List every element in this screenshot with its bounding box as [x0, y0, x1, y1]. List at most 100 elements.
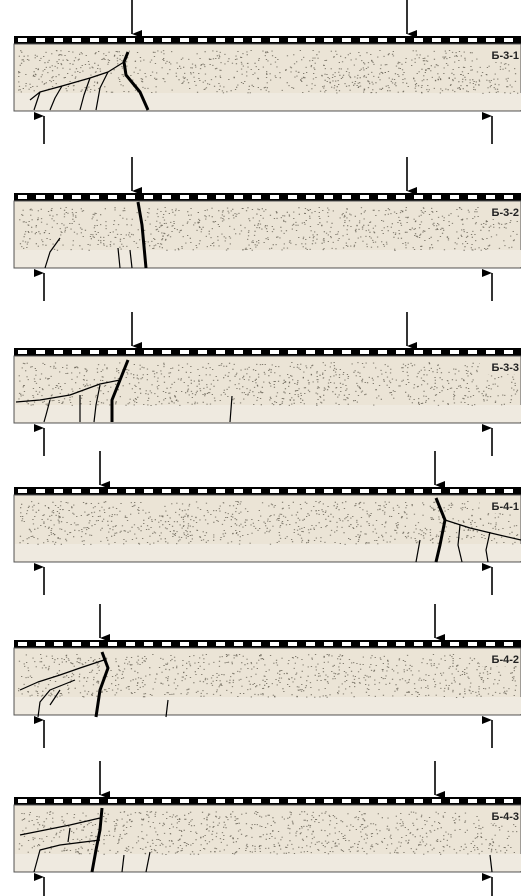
- ruler-segment: [126, 195, 135, 199]
- ruler-segment: [180, 38, 189, 42]
- ruler-segment: [414, 642, 423, 646]
- ruler-segment: [468, 38, 477, 42]
- ruler-segment: [468, 350, 477, 354]
- crack: [95, 71, 109, 111]
- ruler-segment: [108, 489, 117, 493]
- ruler-segment: [126, 38, 135, 42]
- ruler-segment: [180, 195, 189, 199]
- ruler-segment: [162, 38, 171, 42]
- ruler-segment: [306, 642, 315, 646]
- ruler-segment: [396, 489, 405, 493]
- ruler-segment: [54, 38, 63, 42]
- ruler-segment: [378, 38, 387, 42]
- ruler-segment: [234, 38, 243, 42]
- ruler-segment: [216, 799, 225, 803]
- label-bg: [480, 652, 520, 666]
- ruler-segment: [306, 195, 315, 199]
- ruler-segment: [432, 642, 441, 646]
- ruler-segment: [324, 489, 333, 493]
- ruler-segment: [396, 799, 405, 803]
- ruler-segment: [360, 350, 369, 354]
- ruler-segment: [450, 642, 459, 646]
- ruler: [14, 193, 521, 201]
- crack: [117, 247, 121, 269]
- ruler-segment: [198, 642, 207, 646]
- ruler-segment: [396, 642, 405, 646]
- ruler-segment: [54, 799, 63, 803]
- ruler-segment: [180, 350, 189, 354]
- beam-lower-zone: [15, 697, 521, 714]
- ruler-segment: [72, 489, 81, 493]
- ruler-segment: [252, 642, 261, 646]
- crack: [67, 827, 71, 843]
- ruler-segment: [342, 642, 351, 646]
- crack: [415, 539, 421, 563]
- ruler-segment: [18, 642, 27, 646]
- ruler-segment: [72, 38, 81, 42]
- ruler-segment: [468, 799, 477, 803]
- ruler-segment: [108, 38, 117, 42]
- ruler-segment: [342, 799, 351, 803]
- ruler-segment: [288, 799, 297, 803]
- ruler-segment: [144, 799, 153, 803]
- ruler-segment: [450, 195, 459, 199]
- ruler-segment: [432, 38, 441, 42]
- ruler-segment: [18, 799, 27, 803]
- ruler-segment: [468, 642, 477, 646]
- ruler-segment: [396, 195, 405, 199]
- ruler-segment: [234, 642, 243, 646]
- ruler-segment: [18, 350, 27, 354]
- ruler-segment: [378, 642, 387, 646]
- ruler-segment: [342, 195, 351, 199]
- ruler: [14, 36, 521, 44]
- crack: [37, 679, 76, 718]
- beam-lower-zone: [15, 854, 521, 871]
- ruler-segment: [36, 38, 45, 42]
- ruler-segment: [36, 350, 45, 354]
- crack: [485, 531, 491, 563]
- ruler-segment: [234, 195, 243, 199]
- ruler-segment: [36, 195, 45, 199]
- ruler-segment: [504, 350, 513, 354]
- ruler-segment: [432, 195, 441, 199]
- crack: [19, 659, 105, 691]
- ruler-segment: [72, 642, 81, 646]
- label-bg: [480, 205, 520, 219]
- crack: [44, 237, 61, 269]
- crack: [129, 249, 133, 269]
- ruler-segment: [252, 195, 261, 199]
- ruler-segment: [216, 38, 225, 42]
- ruler-segment: [324, 195, 333, 199]
- ruler-segment: [378, 489, 387, 493]
- ruler-segment: [36, 799, 45, 803]
- ruler-segment: [324, 38, 333, 42]
- ruler-segment: [144, 489, 153, 493]
- ruler-segment: [288, 38, 297, 42]
- ruler-segment: [198, 350, 207, 354]
- ruler-segment: [36, 489, 45, 493]
- ruler-segment: [234, 489, 243, 493]
- ruler-segment: [306, 489, 315, 493]
- ruler-segment: [270, 38, 279, 42]
- crack: [33, 91, 41, 111]
- ruler-segment: [432, 489, 441, 493]
- ruler-segment: [360, 489, 369, 493]
- ruler-segment: [432, 350, 441, 354]
- ruler-segment: [126, 642, 135, 646]
- ruler-segment: [198, 38, 207, 42]
- crack: [457, 524, 463, 563]
- ruler-segment: [252, 799, 261, 803]
- ruler-segment: [450, 350, 459, 354]
- ruler-segment: [468, 489, 477, 493]
- crack: [121, 854, 125, 873]
- ruler-segment: [306, 350, 315, 354]
- ruler-segment: [414, 195, 423, 199]
- ruler-segment: [216, 489, 225, 493]
- crack: [444, 519, 521, 541]
- ruler-segment: [54, 642, 63, 646]
- ruler-segment: [180, 799, 189, 803]
- ruler-segment: [144, 350, 153, 354]
- ruler-segment: [252, 350, 261, 354]
- beam-label: Б-3-1: [492, 50, 519, 62]
